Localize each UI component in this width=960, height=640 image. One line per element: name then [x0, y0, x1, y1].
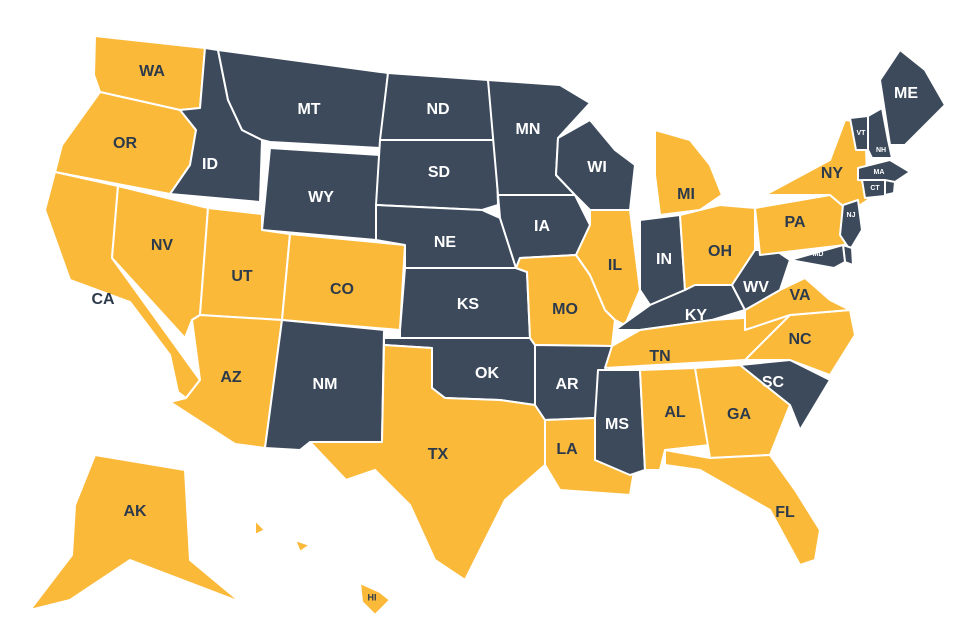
state-label-mo: MO	[552, 301, 578, 318]
state-label-nm: NM	[313, 376, 338, 393]
state-md	[789, 244, 846, 269]
state-label-tn: TN	[649, 348, 670, 365]
state-label-fl: FL	[775, 504, 795, 521]
state-fl	[664, 449, 821, 566]
state-label-nj: NJ	[847, 212, 856, 219]
state-labels: WA OR CA NV ID MT WY UT AZ CO NM ND SD NE KS OK TX MN IA MO…	[91, 63, 918, 602]
state-label-ma: MA	[874, 169, 885, 176]
state-ak	[29, 454, 251, 611]
state-label-wa: WA	[139, 63, 165, 80]
state-label-sd: SD	[428, 164, 450, 181]
state-label-pa: PA	[784, 214, 805, 231]
state-label-tx: TX	[428, 446, 449, 463]
state-label-il: IL	[608, 257, 622, 274]
state-label-hi: HI	[368, 592, 377, 602]
state-hi	[254, 519, 391, 616]
state-label-mn: MN	[516, 121, 541, 138]
state-label-co: CO	[330, 281, 354, 298]
state-label-az: AZ	[220, 369, 242, 386]
state-label-wi: WI	[587, 159, 607, 176]
state-shapes	[29, 35, 946, 616]
state-label-me: ME	[894, 85, 918, 102]
state-label-ga: GA	[727, 406, 751, 423]
state-label-wy: WY	[308, 189, 334, 206]
state-label-la: LA	[556, 441, 578, 458]
state-label-ia: IA	[534, 218, 550, 235]
state-label-nd: ND	[426, 101, 449, 118]
state-label-al: AL	[664, 404, 686, 421]
state-label-md: MD	[813, 251, 824, 258]
state-label-ut: UT	[231, 268, 253, 285]
state-ga	[694, 364, 791, 459]
state-label-wv: WV	[743, 279, 769, 296]
state-nv	[111, 185, 209, 339]
state-nj	[839, 199, 863, 251]
state-label-va: VA	[789, 287, 810, 304]
state-label-ca: CA	[91, 291, 115, 308]
state-mi	[654, 129, 723, 216]
state-label-nh: NH	[876, 147, 886, 154]
state-label-nv: NV	[151, 237, 174, 254]
state-label-ky: KY	[685, 307, 708, 324]
state-il	[575, 209, 641, 326]
state-ri	[884, 179, 896, 196]
state-ct	[861, 179, 886, 199]
state-label-sc: SC	[762, 374, 785, 391]
state-label-or: OR	[113, 135, 137, 152]
state-nh	[867, 107, 893, 159]
state-label-mt: MT	[297, 101, 320, 118]
state-label-vt: VT	[857, 130, 867, 137]
state-label-ar: AR	[555, 376, 579, 393]
state-label-ny: NY	[821, 165, 844, 182]
state-label-nc: NC	[788, 331, 812, 348]
state-label-mi: MI	[677, 186, 695, 203]
state-tx	[309, 344, 546, 581]
state-sd	[375, 139, 499, 211]
state-label-id: ID	[202, 156, 218, 173]
state-ma	[857, 159, 911, 183]
state-label-ct: CT	[870, 185, 880, 192]
state-ny	[764, 119, 869, 213]
state-va	[744, 277, 851, 331]
state-label-ks: KS	[457, 296, 480, 313]
state-label-oh: OH	[708, 243, 732, 260]
state-label-ok: OK	[475, 365, 499, 382]
state-label-ak: AK	[123, 503, 147, 520]
state-label-ne: NE	[434, 234, 457, 251]
state-label-ms: MS	[605, 416, 629, 433]
state-label-in: IN	[656, 251, 672, 268]
